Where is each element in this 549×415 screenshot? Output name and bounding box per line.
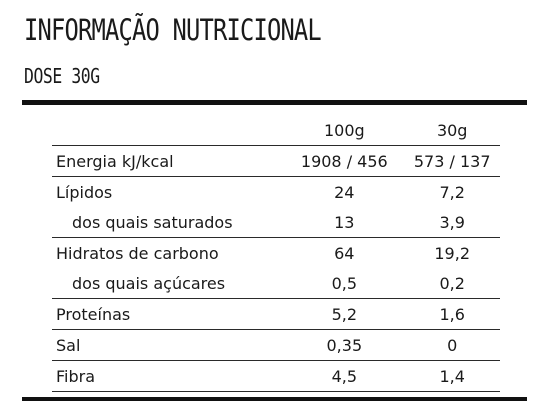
value-100g: 5,2 bbox=[284, 298, 405, 330]
column-header-100g: 100g bbox=[323, 121, 365, 140]
nutrient-label: Hidratos de carbono bbox=[52, 237, 285, 268]
nutrient-label: Sal bbox=[52, 329, 285, 361]
column-header-30g: 30g bbox=[436, 121, 468, 140]
value-30g: 0 bbox=[404, 329, 500, 361]
table-row: Hidratos de carbono 64 19,2 bbox=[52, 237, 500, 268]
table-row: dos quais saturados 13 3,9 bbox=[52, 207, 500, 238]
nutrient-label: Lípidos bbox=[52, 176, 285, 207]
value-100g: 24 bbox=[284, 176, 405, 207]
value-30g: 3,9 bbox=[439, 212, 465, 232]
top-divider bbox=[22, 100, 527, 105]
bottom-divider bbox=[22, 397, 527, 401]
value-100g: 13 bbox=[334, 212, 355, 232]
table-row: Sal 0,35 0 bbox=[52, 329, 500, 361]
value-100g: 64 bbox=[284, 237, 405, 268]
nutrient-sublabel: dos quais saturados bbox=[72, 212, 233, 232]
value-30g: 573 / 137 bbox=[404, 145, 500, 177]
table-header-row: 100g 30g bbox=[52, 116, 500, 146]
page-title: INFORMAÇÃO NUTRICIONAL bbox=[24, 13, 322, 47]
value-100g: 4,5 bbox=[284, 360, 405, 392]
nutrition-table: 100g 30g Energia kJ/kcal 1908 / 456 573 … bbox=[52, 116, 500, 392]
column-header-nutrient bbox=[52, 116, 284, 146]
nutrient-label: Energia kJ/kcal bbox=[52, 145, 285, 177]
serving-size: DOSE 30G bbox=[24, 64, 100, 88]
table-row: dos quais açúcares 0,5 0,2 bbox=[52, 268, 500, 299]
value-30g: 19,2 bbox=[404, 237, 500, 268]
nutrient-sublabel: dos quais açúcares bbox=[72, 273, 226, 293]
value-100g: 1908 / 456 bbox=[284, 145, 405, 177]
value-30g: 1,4 bbox=[404, 360, 500, 392]
value-100g: 0,35 bbox=[284, 329, 405, 361]
table-row: Energia kJ/kcal 1908 / 456 573 / 137 bbox=[52, 145, 500, 177]
value-30g: 7,2 bbox=[404, 176, 500, 207]
nutrient-label: Proteínas bbox=[52, 298, 285, 330]
table-row: Lípidos 24 7,2 bbox=[52, 176, 500, 207]
value-30g: 0,2 bbox=[439, 273, 465, 293]
table-row: Proteínas 5,2 1,6 bbox=[52, 298, 500, 330]
nutrient-label: Fibra bbox=[52, 360, 285, 392]
table-row: Fibra 4,5 1,4 bbox=[52, 360, 500, 392]
value-30g: 1,6 bbox=[404, 298, 500, 330]
value-100g: 0,5 bbox=[331, 273, 358, 293]
